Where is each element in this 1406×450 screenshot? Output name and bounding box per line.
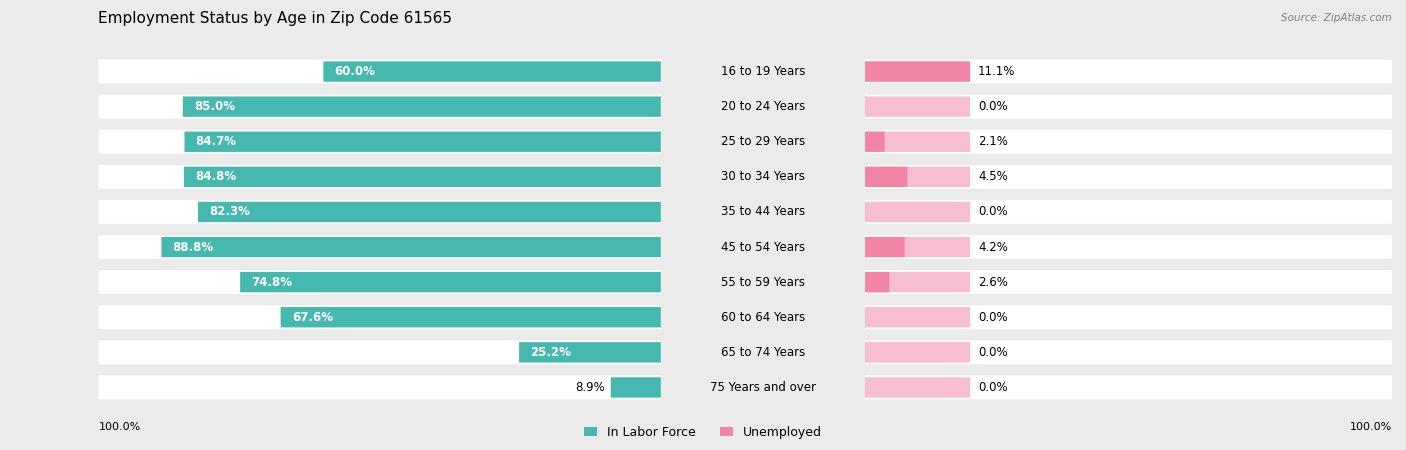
Text: 60.0%: 60.0% [335, 65, 375, 78]
FancyBboxPatch shape [519, 342, 661, 363]
FancyBboxPatch shape [865, 96, 970, 117]
Text: Employment Status by Age in Zip Code 61565: Employment Status by Age in Zip Code 615… [98, 10, 453, 26]
Text: 2.6%: 2.6% [979, 276, 1008, 288]
Text: 0.0%: 0.0% [979, 381, 1008, 394]
Text: 20 to 24 Years: 20 to 24 Years [721, 100, 804, 113]
Text: 35 to 44 Years: 35 to 44 Years [721, 206, 804, 218]
Text: 0.0%: 0.0% [979, 206, 1008, 218]
FancyBboxPatch shape [865, 270, 1392, 294]
FancyBboxPatch shape [184, 131, 661, 152]
FancyBboxPatch shape [281, 307, 661, 328]
Text: 4.5%: 4.5% [979, 171, 1008, 183]
FancyBboxPatch shape [865, 202, 970, 222]
FancyBboxPatch shape [865, 61, 970, 82]
FancyBboxPatch shape [865, 61, 970, 82]
Text: 74.8%: 74.8% [252, 276, 292, 288]
Text: 60 to 64 Years: 60 to 64 Years [721, 311, 804, 324]
Text: 16 to 19 Years: 16 to 19 Years [720, 65, 806, 78]
FancyBboxPatch shape [98, 200, 661, 224]
FancyBboxPatch shape [865, 305, 1392, 329]
FancyBboxPatch shape [98, 270, 661, 294]
FancyBboxPatch shape [865, 377, 970, 398]
FancyBboxPatch shape [98, 130, 661, 154]
FancyBboxPatch shape [98, 375, 661, 400]
FancyBboxPatch shape [865, 165, 1392, 189]
FancyBboxPatch shape [183, 96, 661, 117]
FancyBboxPatch shape [865, 235, 1392, 259]
Text: 2.1%: 2.1% [979, 135, 1008, 148]
FancyBboxPatch shape [98, 340, 661, 364]
Text: Source: ZipAtlas.com: Source: ZipAtlas.com [1281, 13, 1392, 23]
FancyBboxPatch shape [98, 59, 661, 84]
Text: 82.3%: 82.3% [209, 206, 250, 218]
FancyBboxPatch shape [865, 272, 970, 292]
Text: 45 to 54 Years: 45 to 54 Years [721, 241, 804, 253]
FancyBboxPatch shape [865, 340, 1392, 364]
Text: 85.0%: 85.0% [194, 100, 235, 113]
FancyBboxPatch shape [865, 166, 970, 187]
FancyBboxPatch shape [865, 272, 890, 292]
Text: 11.1%: 11.1% [979, 65, 1015, 78]
FancyBboxPatch shape [98, 305, 661, 329]
Text: 55 to 59 Years: 55 to 59 Years [721, 276, 804, 288]
Text: 8.9%: 8.9% [575, 381, 605, 394]
FancyBboxPatch shape [865, 342, 970, 363]
FancyBboxPatch shape [323, 61, 661, 82]
FancyBboxPatch shape [610, 377, 661, 398]
FancyBboxPatch shape [865, 130, 1392, 154]
FancyBboxPatch shape [198, 202, 661, 222]
Text: 0.0%: 0.0% [979, 311, 1008, 324]
Text: 30 to 34 Years: 30 to 34 Years [721, 171, 804, 183]
Text: 84.8%: 84.8% [195, 171, 236, 183]
FancyBboxPatch shape [865, 94, 1392, 119]
FancyBboxPatch shape [865, 131, 884, 152]
Text: 67.6%: 67.6% [292, 311, 333, 324]
Text: 0.0%: 0.0% [979, 346, 1008, 359]
Text: 100.0%: 100.0% [1350, 423, 1392, 432]
Text: 4.2%: 4.2% [979, 241, 1008, 253]
FancyBboxPatch shape [184, 166, 661, 187]
Text: 65 to 74 Years: 65 to 74 Years [721, 346, 804, 359]
FancyBboxPatch shape [162, 237, 661, 257]
FancyBboxPatch shape [98, 235, 661, 259]
Text: 88.8%: 88.8% [173, 241, 214, 253]
Text: 25.2%: 25.2% [530, 346, 571, 359]
Text: 0.0%: 0.0% [979, 100, 1008, 113]
Text: 100.0%: 100.0% [98, 423, 141, 432]
FancyBboxPatch shape [865, 131, 970, 152]
FancyBboxPatch shape [98, 94, 661, 119]
Text: 75 Years and over: 75 Years and over [710, 381, 815, 394]
FancyBboxPatch shape [865, 166, 907, 187]
FancyBboxPatch shape [865, 237, 904, 257]
FancyBboxPatch shape [865, 307, 970, 328]
FancyBboxPatch shape [865, 237, 970, 257]
Text: 84.7%: 84.7% [195, 135, 236, 148]
FancyBboxPatch shape [98, 165, 661, 189]
FancyBboxPatch shape [865, 200, 1392, 224]
FancyBboxPatch shape [865, 375, 1392, 400]
Text: 25 to 29 Years: 25 to 29 Years [721, 135, 804, 148]
FancyBboxPatch shape [865, 59, 1392, 84]
Legend: In Labor Force, Unemployed: In Labor Force, Unemployed [579, 421, 827, 444]
FancyBboxPatch shape [240, 272, 661, 292]
